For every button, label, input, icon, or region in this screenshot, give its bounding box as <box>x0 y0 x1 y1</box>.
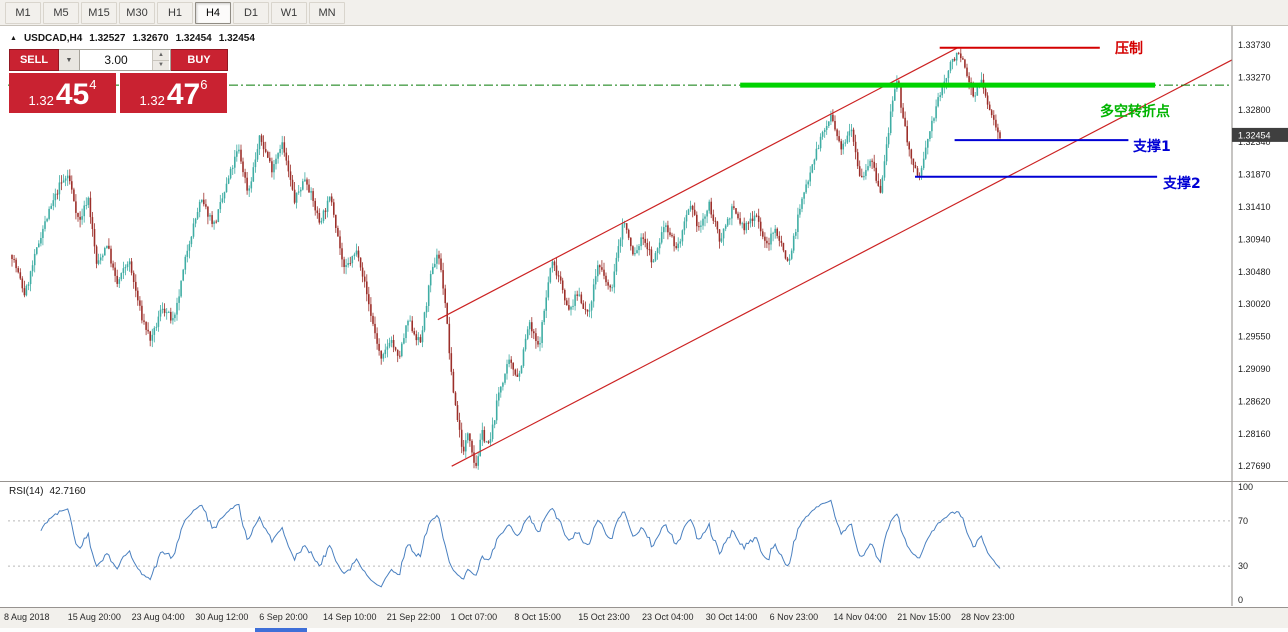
current-price-text: 1.32454 <box>1238 130 1271 140</box>
bottom-strip <box>0 628 1288 632</box>
rsi-value: 42.7160 <box>49 486 86 497</box>
support1-label[interactable]: 支撑1 <box>1132 138 1171 155</box>
time-axis-label: 6 Sep 20:00 <box>259 612 308 622</box>
volume-input[interactable] <box>80 50 152 70</box>
tf-button-d1[interactable]: D1 <box>233 1 269 24</box>
chart-ohlc-header: ▲ USDCAD,H4 1.32527 1.32670 1.32454 1.32… <box>10 33 255 44</box>
price-axis-label: 1.29550 <box>1238 332 1271 342</box>
price-chart-panel[interactable]: 1.33730 1.33270 1.32800 1.32340 1.31870 1.314… <box>0 26 1288 481</box>
symbol-marker-icon: ▲ <box>10 35 17 42</box>
time-axis-label: 21 Nov 15:00 <box>897 612 951 622</box>
one-click-trading-widget: SELL ▼ ▲ ▼ BUY 1.32 45 4 1.32 47 6 <box>9 49 228 113</box>
ohlc-close: 1.32454 <box>218 33 255 44</box>
tf-button-m1[interactable]: M1 <box>5 1 41 24</box>
rsi-scale-label: 70 <box>1238 516 1248 526</box>
tf-button-m30[interactable]: M30 <box>119 1 155 24</box>
buy-price-sup: 6 <box>200 77 208 92</box>
volume-box: ▲ ▼ <box>80 49 171 71</box>
sell-price-display[interactable]: 1.32 45 4 <box>9 73 116 113</box>
time-axis-label: 28 Nov 23:00 <box>961 612 1015 622</box>
tf-button-h1[interactable]: H1 <box>157 1 193 24</box>
volume-up-icon[interactable]: ▲ <box>153 50 169 61</box>
time-axis-label: 15 Oct 23:00 <box>578 612 630 622</box>
time-axis-label: 30 Aug 12:00 <box>195 612 249 622</box>
tf-button-m15[interactable]: M15 <box>81 1 117 24</box>
tf-button-w1[interactable]: W1 <box>271 1 307 24</box>
price-axis-label: 1.33270 <box>1238 72 1271 82</box>
price-axis-label: 1.31410 <box>1238 202 1271 212</box>
buy-price-display[interactable]: 1.32 47 6 <box>120 73 227 113</box>
time-axis-label: 8 Oct 15:00 <box>514 612 561 622</box>
volume-preset-dropdown[interactable]: ▼ <box>59 49 80 71</box>
rsi-name: RSI(14) <box>9 486 44 497</box>
time-axis-label: 30 Oct 14:00 <box>705 612 758 622</box>
current-price-marker <box>1232 127 1288 142</box>
ohlc-low: 1.32454 <box>175 33 212 44</box>
rsi-line <box>40 499 1001 588</box>
time-axis[interactable]: 8 Aug 2018 15 Aug 20:00 23 Aug 04:00 30 Aug… <box>0 607 1288 628</box>
volume-spinner: ▲ ▼ <box>152 50 169 70</box>
price-axis-label: 1.33730 <box>1238 40 1271 50</box>
channel-lower-line[interactable] <box>451 59 1233 467</box>
time-axis-label: 21 Sep 22:00 <box>386 612 441 622</box>
buy-price-big: 47 <box>166 78 201 111</box>
tf-button-m5[interactable]: M5 <box>43 1 79 24</box>
ohlc-high: 1.32670 <box>132 33 169 44</box>
buy-button[interactable]: BUY <box>171 49 228 71</box>
time-axis-label: 14 Nov 04:00 <box>833 612 887 622</box>
price-axis-label: 1.29090 <box>1238 364 1271 374</box>
rsi-scale-label: 30 <box>1238 561 1248 571</box>
chart-symbol: USDCAD,H4 <box>23 33 83 44</box>
rsi-chart-canvas[interactable]: 100 70 30 0 <box>0 482 1288 606</box>
volume-down-icon[interactable]: ▼ <box>153 60 169 70</box>
channel-upper-line[interactable] <box>437 47 958 321</box>
sell-price-sup: 4 <box>89 77 97 92</box>
time-axis-label: 6 Nov 23:00 <box>769 612 819 622</box>
tf-button-h4[interactable]: H4 <box>195 1 231 24</box>
sell-price-base: 1.32 <box>28 93 54 108</box>
time-axis-label: 15 Aug 20:00 <box>67 612 121 622</box>
price-axis-label: 1.30940 <box>1238 234 1271 244</box>
time-axis-label: 14 Sep 10:00 <box>323 612 377 622</box>
rsi-indicator-panel[interactable]: 100 70 30 0 RSI(14) 42.7160 <box>0 481 1288 607</box>
scrollbar-thumb[interactable] <box>255 628 307 632</box>
price-axis-label: 1.32340 <box>1238 137 1271 147</box>
candlestick-chart-canvas[interactable]: 1.33730 1.33270 1.32800 1.32340 1.31870 1.314… <box>0 26 1288 481</box>
tf-button-mn[interactable]: MN <box>309 1 345 24</box>
price-axis-label: 1.30480 <box>1238 267 1271 277</box>
price-axis-label: 1.31870 <box>1238 170 1271 180</box>
time-axis-label: 23 Oct 04:00 <box>642 612 694 622</box>
price-axis-label: 1.30020 <box>1238 299 1271 309</box>
resistance-label[interactable]: 压制 <box>1115 40 1143 57</box>
pivot-label[interactable]: 多空转折点 <box>1100 103 1170 120</box>
support2-label[interactable]: 支撑2 <box>1162 175 1201 192</box>
sell-button[interactable]: SELL <box>9 49 59 71</box>
buy-price-base: 1.32 <box>139 93 165 108</box>
price-axis-label: 1.28620 <box>1238 396 1271 406</box>
sell-price-big: 45 <box>55 78 90 111</box>
rsi-scale-label: 0 <box>1238 595 1243 605</box>
price-axis-label: 1.32800 <box>1238 105 1271 115</box>
time-axis-label: 1 Oct 07:00 <box>450 612 498 622</box>
timeframe-toolbar: M1 M5 M15 M30 H1 H4 D1 W1 MN <box>0 0 1288 26</box>
time-axis-label: 8 Aug 2018 <box>4 612 50 622</box>
time-axis-label: 23 Aug 04:00 <box>131 612 185 622</box>
rsi-header: RSI(14) 42.7160 <box>9 486 86 497</box>
price-axis-label: 1.27690 <box>1238 461 1271 471</box>
ohlc-open: 1.32527 <box>89 33 126 44</box>
rsi-scale-label: 100 <box>1238 482 1253 492</box>
price-axis-label: 1.28160 <box>1238 429 1271 439</box>
